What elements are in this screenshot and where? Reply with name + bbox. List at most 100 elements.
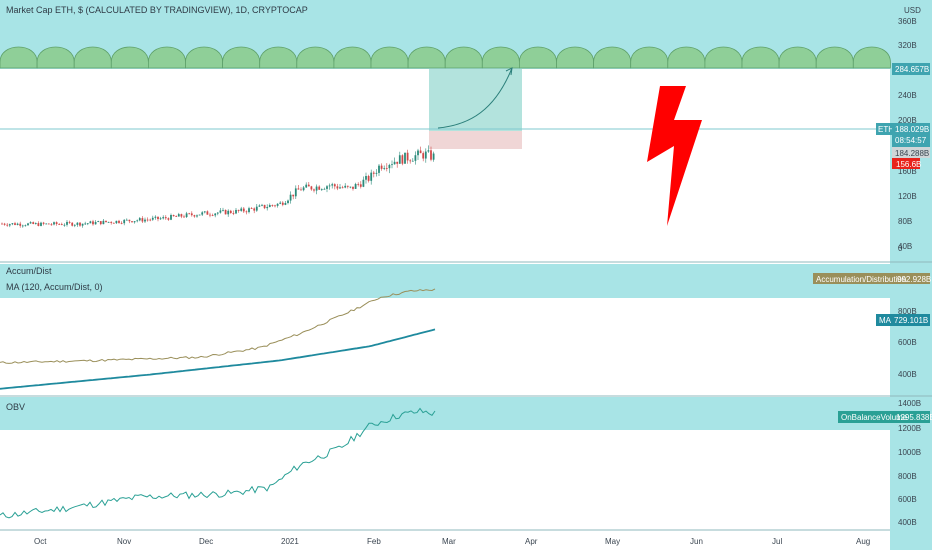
target-zone-box[interactable]	[429, 69, 522, 131]
candle-body	[344, 185, 347, 188]
candle-body	[219, 210, 222, 213]
candle-body	[357, 183, 360, 185]
accum-badge-label: Accumulation/Distribution	[816, 275, 906, 284]
candle-body	[216, 212, 219, 214]
candle-body	[354, 183, 357, 189]
y-tick: 160B	[898, 167, 917, 176]
ma-title: MA (120, Accum/Dist, 0)	[6, 282, 103, 292]
candle-body	[79, 222, 81, 226]
candle-body	[89, 221, 92, 224]
candle-body	[45, 223, 48, 225]
arch-drawing[interactable]	[0, 46, 891, 69]
candle-body	[372, 172, 375, 174]
candle-body	[292, 194, 295, 197]
candle-body	[430, 150, 432, 160]
candle-body	[313, 189, 315, 191]
obv-badge-value: 1295.838B	[896, 413, 932, 422]
candle-body	[73, 224, 76, 226]
candle-body	[214, 213, 217, 216]
candle-body	[53, 222, 55, 225]
candle-body	[253, 208, 256, 211]
candle-body	[3, 223, 6, 225]
candle-body	[196, 215, 198, 217]
candle-body	[287, 200, 289, 203]
arch-segment	[852, 46, 891, 69]
time-label: May	[605, 537, 620, 546]
candle-body	[294, 188, 297, 197]
candle-body	[424, 151, 427, 159]
candle-body	[367, 175, 370, 181]
candle-body	[281, 202, 284, 205]
candle-body	[162, 217, 165, 219]
candle-body	[11, 223, 14, 225]
accum-badge[interactable]	[813, 273, 930, 284]
candle-body	[224, 209, 227, 215]
candle-body	[235, 209, 237, 214]
candle-body	[141, 218, 144, 222]
candle-body	[84, 223, 87, 225]
ma-badge-value: 729.101B	[894, 316, 928, 325]
candle-body	[268, 205, 271, 208]
candle-body	[315, 186, 318, 191]
eth-price-badge[interactable]	[892, 123, 930, 147]
stop-zone-box[interactable]	[429, 131, 522, 149]
candle-body	[383, 168, 386, 169]
obv-tick: 1200B	[898, 424, 921, 433]
candle-body	[131, 221, 133, 223]
candle-body	[417, 150, 419, 156]
candle-body	[352, 186, 354, 189]
obv-tick: 600B	[898, 495, 917, 504]
candle-body	[19, 223, 22, 226]
obv-badge[interactable]	[838, 411, 930, 423]
y-tick: 0	[898, 244, 903, 253]
candle-body	[37, 223, 40, 226]
candle-body	[422, 153, 425, 159]
y-tick: 80B	[898, 217, 912, 226]
candle-body	[318, 186, 321, 190]
projection-curve[interactable]	[437, 67, 513, 129]
accum-tick: 400B	[898, 370, 917, 379]
chart-title: Market Cap ETH, $ (CALCULATED BY TRADING…	[6, 5, 308, 15]
eth-badge-label: ETH	[878, 125, 894, 134]
candle-body	[177, 214, 180, 217]
candle-body	[66, 221, 68, 225]
candle-body	[159, 218, 162, 220]
candle-body	[180, 214, 183, 217]
lightning-bolt-icon[interactable]	[647, 86, 702, 226]
time-label: Nov	[117, 537, 131, 546]
candle-body	[21, 225, 24, 227]
countdown-timer: 08:54:57	[895, 136, 927, 145]
ma-line[interactable]	[0, 328, 436, 390]
candle-body	[380, 165, 383, 169]
accum-dist-line[interactable]	[0, 288, 436, 364]
candle-body	[112, 222, 115, 224]
ma-badge-label: MA	[879, 316, 892, 325]
candle-body	[284, 202, 287, 205]
candle-body	[263, 204, 266, 209]
candle-body	[305, 184, 308, 188]
accum-badge-value: 992.928B	[897, 275, 931, 284]
candlestick-series[interactable]	[1, 145, 435, 228]
y-tick: 240B	[898, 91, 917, 100]
candle-body	[365, 175, 367, 180]
y-tick: 200B	[898, 116, 917, 125]
candle-body	[419, 150, 422, 154]
y-tick: 320B	[898, 41, 917, 50]
candle-body	[14, 223, 16, 225]
eth-badge-label-box[interactable]	[876, 123, 892, 135]
candle-body	[110, 221, 113, 223]
alert-badge[interactable]	[892, 158, 920, 169]
obv-line[interactable]	[0, 407, 436, 519]
candle-body	[29, 222, 32, 224]
ma-badge[interactable]	[892, 314, 930, 326]
target-badge[interactable]	[892, 63, 930, 75]
candle-body	[404, 152, 406, 164]
candle-body	[341, 187, 344, 189]
price-below-badge[interactable]	[892, 147, 930, 158]
candle-body	[409, 160, 412, 162]
candle-body	[27, 223, 29, 226]
candle-body	[34, 223, 37, 224]
ma-badge-label-box[interactable]	[876, 314, 892, 326]
candle-body	[398, 155, 401, 164]
